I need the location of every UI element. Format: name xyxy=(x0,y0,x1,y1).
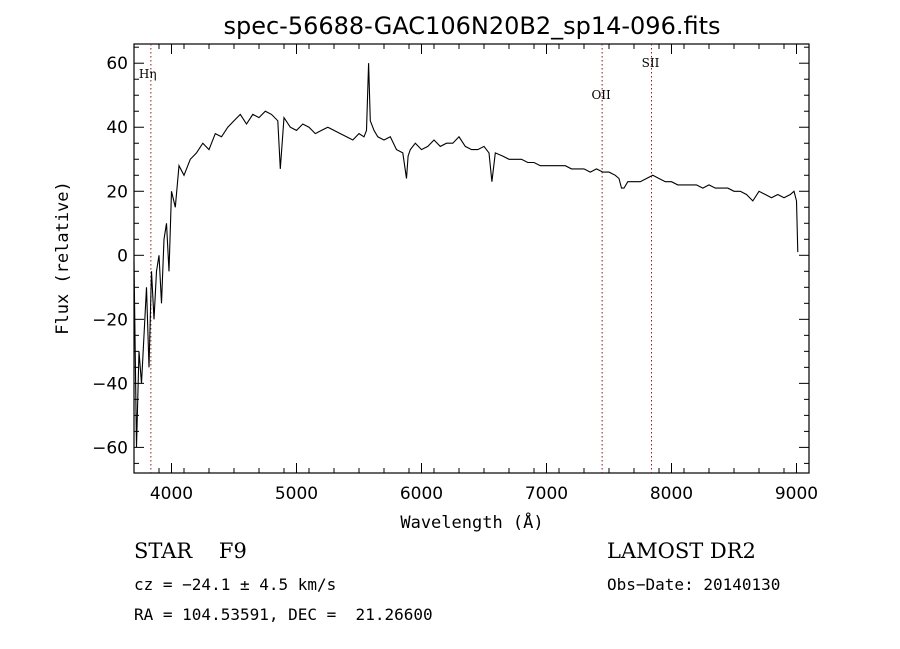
redshift-text: cz = −24.1 ± 4.5 km/s xyxy=(134,575,336,594)
spectral-line-label: OII xyxy=(591,88,611,102)
coordinates-text: RA = 104.53591, DEC = 21.26600 xyxy=(134,605,433,624)
chart-title: spec-56688-GAC106N20B2_sp14-096.fits xyxy=(223,12,720,40)
y-axis-label: Flux (relative) xyxy=(53,181,73,335)
object-class-text: STAR F9 xyxy=(134,539,247,563)
y-tick-label: 20 xyxy=(106,182,128,202)
x-tick-label: 6000 xyxy=(400,484,443,504)
plot-frame xyxy=(133,43,810,474)
x-axis-label: Wavelength (Å) xyxy=(400,511,543,533)
y-tick-label: 40 xyxy=(106,118,128,138)
x-tick-label: 4000 xyxy=(150,484,193,504)
spectral-line-markers: Hη OII SII xyxy=(139,44,660,473)
spectrum-series-line xyxy=(133,63,799,448)
spectral-line-label: Hη xyxy=(139,67,157,81)
y-tick-label: 0 xyxy=(117,246,128,266)
y-tick-label: 60 xyxy=(106,54,128,74)
y-tick-label: −40 xyxy=(92,374,128,394)
axis-ticks: 4000 5000 6000 7000 8000 9000 −60 −40 −20 0 20 40 60 xyxy=(92,44,818,504)
y-tick-label: −60 xyxy=(92,438,128,458)
x-tick-label: 9000 xyxy=(775,484,818,504)
x-tick-label: 5000 xyxy=(275,484,318,504)
survey-name-text: LAMOST DR2 xyxy=(607,539,756,563)
obs-date-text: Obs−Date: 20140130 xyxy=(607,575,780,594)
y-tick-label: −20 xyxy=(92,310,128,330)
spectral-line-label: SII xyxy=(642,56,660,70)
x-tick-label: 7000 xyxy=(525,484,568,504)
x-tick-label: 8000 xyxy=(650,484,693,504)
